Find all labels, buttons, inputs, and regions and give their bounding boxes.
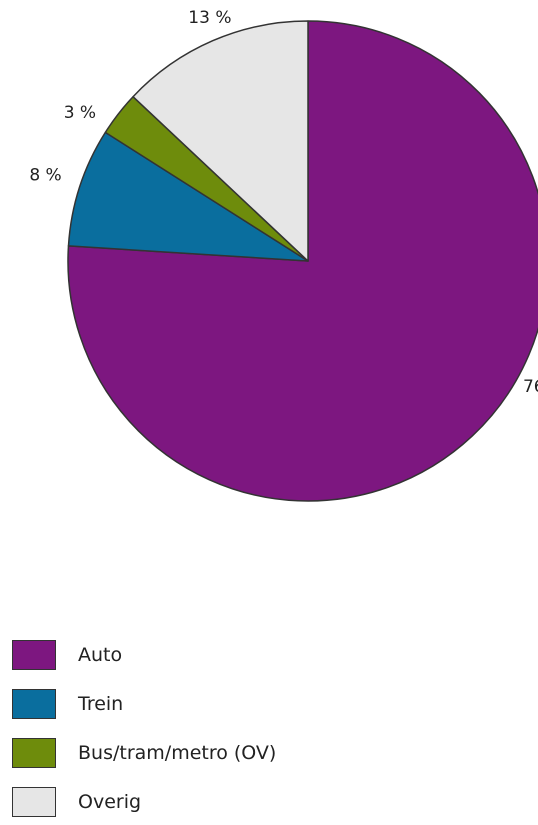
legend-swatch-overig xyxy=(12,787,56,817)
slice-label-auto: 76 % xyxy=(523,377,538,397)
legend-swatch-trein xyxy=(12,689,56,719)
slice-label-trein: 8 % xyxy=(29,166,61,186)
slice-label-overig: 13 % xyxy=(188,8,231,28)
legend: Auto Trein Bus/tram/metro (OV) Overig xyxy=(12,640,276,817)
pie-slice-overig xyxy=(132,20,309,262)
legend-item-overig: Overig xyxy=(12,787,276,817)
legend-item-auto: Auto xyxy=(12,640,276,670)
legend-label-auto: Auto xyxy=(78,644,123,666)
legend-label-ov: Bus/tram/metro (OV) xyxy=(78,742,277,764)
pie-chart: 76 % 8 % 3 % 13 % xyxy=(29,8,538,502)
legend-label-trein: Trein xyxy=(78,693,124,715)
slice-label-bus-tram-metro-ov: 3 % xyxy=(64,103,96,123)
legend-swatch-auto xyxy=(12,640,56,670)
legend-label-overig: Overig xyxy=(78,791,142,813)
pie-slice-trein xyxy=(67,131,309,262)
legend-item-ov: Bus/tram/metro (OV) xyxy=(12,738,276,768)
legend-swatch-ov xyxy=(12,738,56,768)
legend-item-trein: Trein xyxy=(12,689,276,719)
